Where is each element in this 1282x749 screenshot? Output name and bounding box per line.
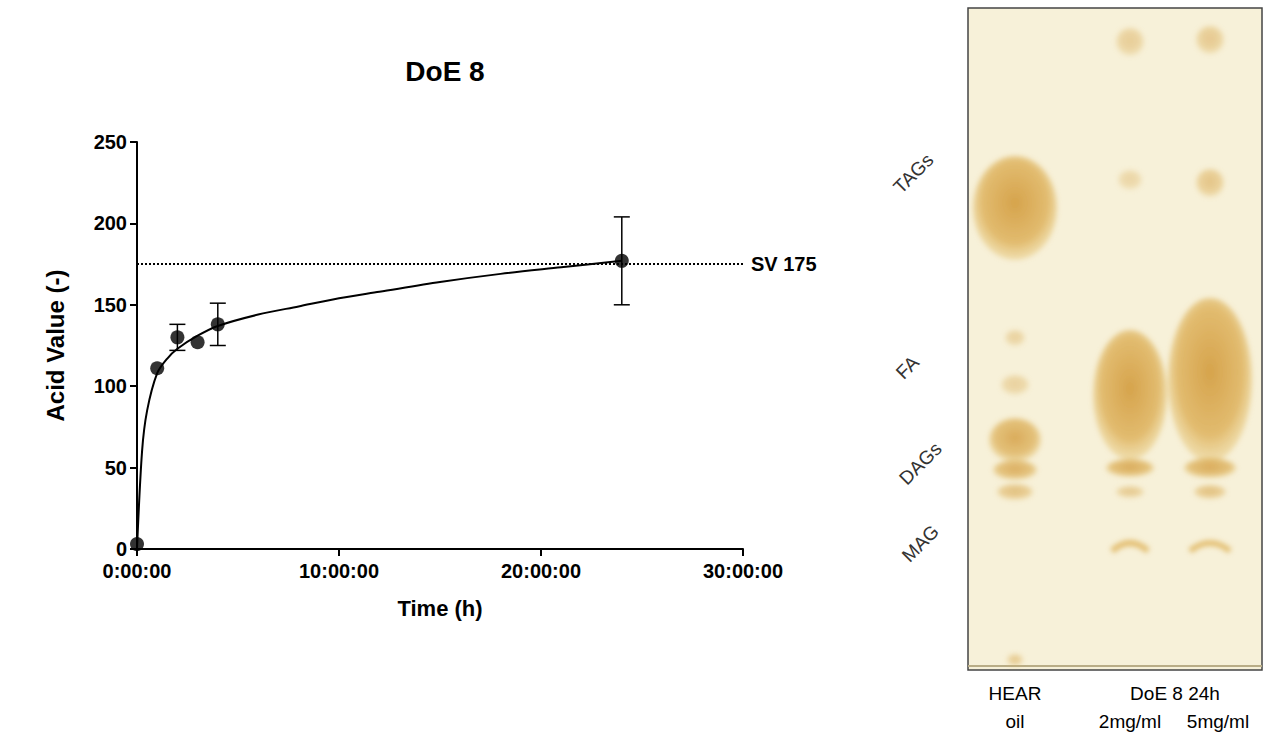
svg-text:SV 175: SV 175 <box>751 253 817 275</box>
svg-text:200: 200 <box>94 212 127 234</box>
svg-text:TAGs: TAGs <box>889 149 937 197</box>
svg-text:oil: oil <box>1005 711 1024 732</box>
svg-text:Time (h): Time (h) <box>397 596 482 621</box>
svg-text:20:00:00: 20:00:00 <box>501 560 581 582</box>
svg-text:DoE 8: DoE 8 <box>405 56 484 87</box>
svg-text:DAGs: DAGs <box>895 438 946 489</box>
svg-text:250: 250 <box>94 131 127 153</box>
svg-text:5mg/ml: 5mg/ml <box>1187 711 1249 732</box>
svg-text:DoE 8 24h: DoE 8 24h <box>1130 683 1220 704</box>
svg-text:HEAR: HEAR <box>989 683 1042 704</box>
svg-text:0: 0 <box>116 538 127 560</box>
svg-text:MAG: MAG <box>898 521 943 566</box>
svg-text:50: 50 <box>105 457 127 479</box>
svg-text:Acid Value (-): Acid Value (-) <box>42 269 69 421</box>
svg-text:150: 150 <box>94 294 127 316</box>
svg-text:2mg/ml: 2mg/ml <box>1099 711 1161 732</box>
svg-text:100: 100 <box>94 375 127 397</box>
svg-text:0:00:00: 0:00:00 <box>103 560 172 582</box>
svg-text:30:00:00: 30:00:00 <box>703 560 783 582</box>
svg-text:FA: FA <box>892 352 924 384</box>
svg-text:10:00:00: 10:00:00 <box>299 560 379 582</box>
